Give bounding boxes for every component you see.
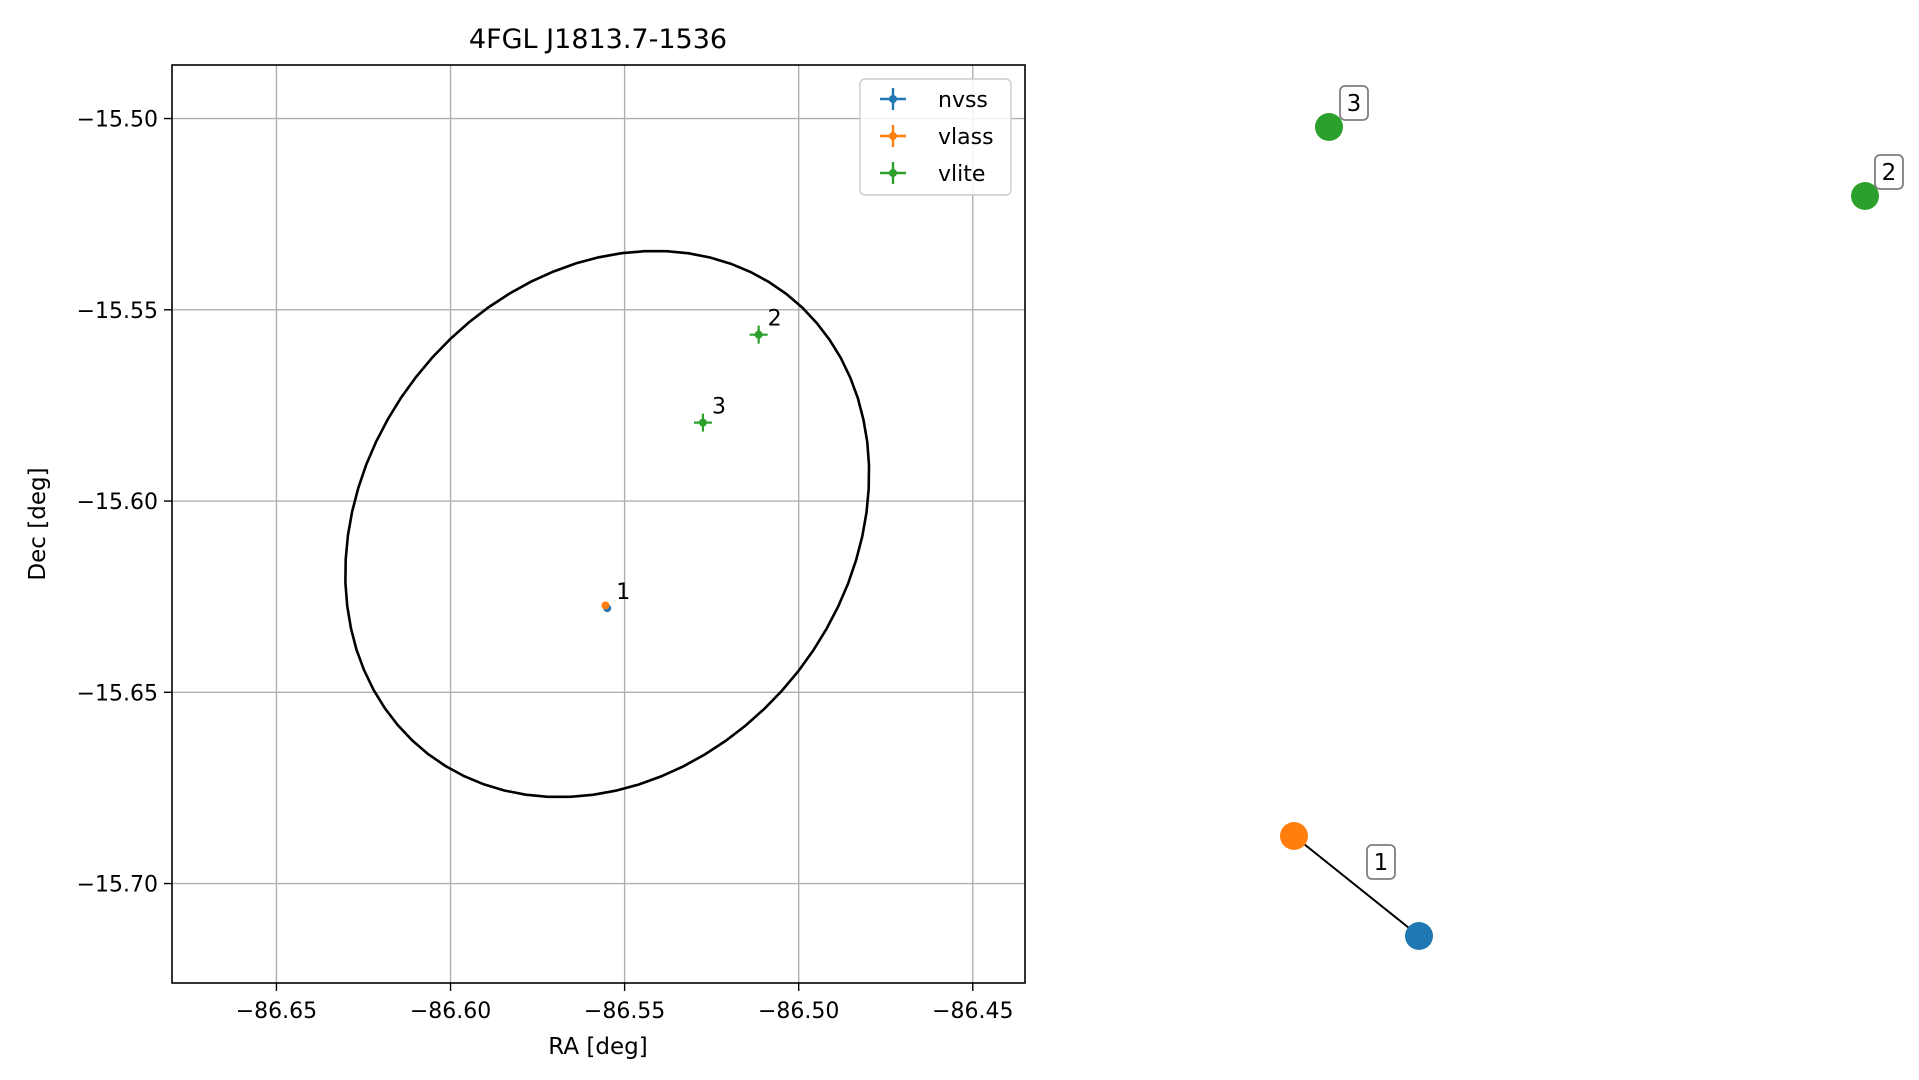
localization-ellipse [344, 249, 871, 799]
legend-entry-vlite: vlite [880, 162, 985, 187]
diagram-node [1315, 113, 1343, 141]
y-tick-label: −15.55 [77, 299, 158, 324]
legend-entry-nvss: nvss [880, 88, 988, 113]
ellipse-layer [344, 249, 871, 799]
data-point-vlass [601, 601, 610, 610]
legend-label: vlass [938, 125, 994, 150]
y-tick-label: −15.70 [77, 873, 158, 898]
data-point-vlite [749, 325, 768, 344]
marker-layer [601, 325, 768, 613]
x-tick-label: −86.45 [932, 999, 1013, 1024]
x-tick-label: −86.65 [236, 999, 317, 1024]
legend-box [859, 78, 1012, 196]
diagram-node [1851, 182, 1879, 210]
diagram-node-label: 1 [1374, 850, 1389, 876]
diagram-node-label: 3 [1347, 91, 1362, 117]
x-tick-label: −86.55 [584, 999, 665, 1024]
y-tick-label: −15.50 [77, 108, 158, 133]
point-label: 3 [712, 395, 726, 420]
y-tick-label: −15.60 [77, 490, 158, 515]
diagram-edge [1293, 835, 1420, 937]
point-label-layer: 1 2 3 [616, 307, 781, 605]
diagram: 3 2 1 [1280, 85, 1904, 950]
legend-label: vlite [938, 162, 985, 187]
diagram-node [1280, 822, 1308, 850]
data-point-vlite [693, 413, 712, 432]
diagram-node-label-box [1874, 154, 1904, 190]
y-axis-label: Dec [deg] [25, 467, 51, 580]
point-label: 2 [768, 307, 782, 332]
scatter-chart: 4FGL J1813.7-1536 1 2 3 −86.65 −86.60 −86.55… [25, 24, 1026, 1060]
diagram-node-label: 2 [1882, 160, 1897, 186]
point-label: 1 [616, 580, 630, 605]
legend-label: nvss [938, 88, 988, 113]
x-tick-label: −86.60 [410, 999, 491, 1024]
plot-frame [171, 64, 1026, 984]
legend: nvss vlass vlite [859, 78, 1012, 196]
x-tick-label: −86.50 [758, 999, 839, 1024]
legend-entry-vlass: vlass [880, 125, 994, 150]
diagram-node [1405, 922, 1433, 950]
tick-layer: −86.65 −86.60 −86.55 −86.50 −86.45 −15.50 −15.… [77, 108, 1014, 1024]
chart-title: 4FGL J1813.7-1536 [469, 24, 727, 55]
diagram-node-label-box [1366, 844, 1396, 880]
y-tick-label: −15.65 [77, 681, 158, 706]
diagram-node-label-box [1339, 85, 1369, 121]
grid [172, 65, 1025, 983]
x-axis-label: RA [deg] [548, 1034, 647, 1060]
